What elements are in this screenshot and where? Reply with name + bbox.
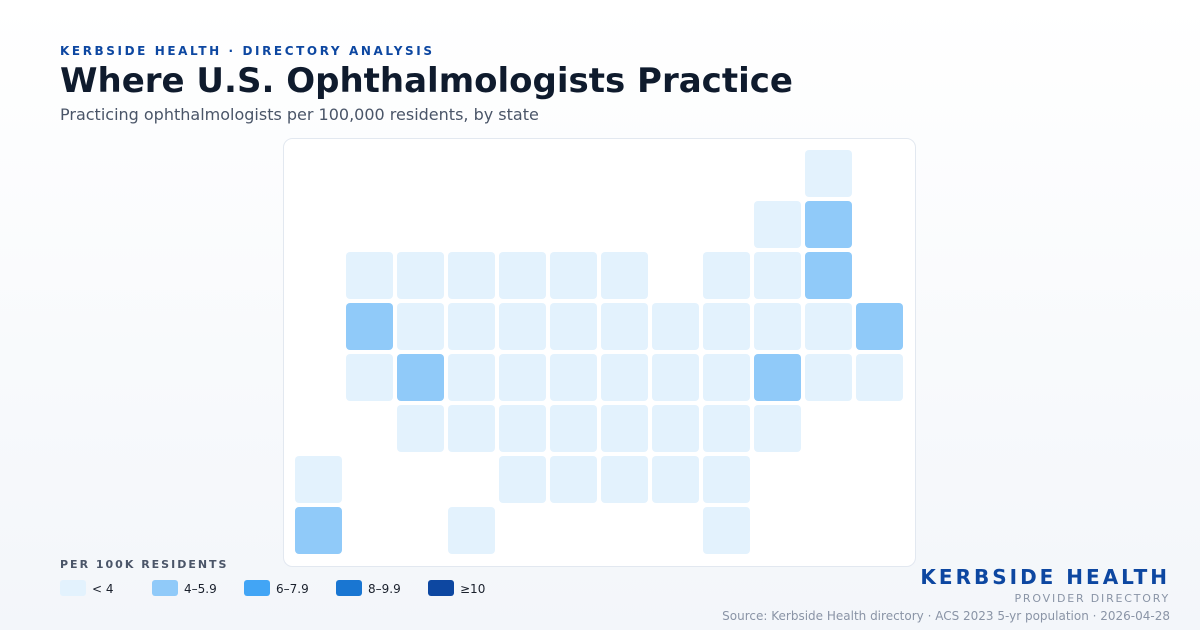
state-tile [397,303,444,350]
legend-swatch [152,580,178,596]
state-tile [397,252,444,299]
state-tile [703,354,750,401]
state-tile [703,303,750,350]
state-tile [601,456,648,503]
tagline: PROVIDER DIRECTORY [1015,592,1171,605]
state-tile [703,507,750,554]
state-tile [754,303,801,350]
state-tile [856,354,903,401]
state-tile [805,252,852,299]
state-tile [448,303,495,350]
legend-label: ≥10 [460,582,485,596]
legend-label: 4–5.9 [184,582,217,596]
state-tile [295,507,342,554]
state-tile [550,405,597,452]
state-tile [550,303,597,350]
state-tile [499,252,546,299]
state-tile [754,405,801,452]
legend-swatch [244,580,270,596]
state-tile [856,303,903,350]
state-tile [397,405,444,452]
state-tile [652,405,699,452]
state-tile [448,252,495,299]
legend-title: PER 100K RESIDENTS [60,558,228,571]
state-tile [805,201,852,248]
kicker: KERBSIDE HEALTH · DIRECTORY ANALYSIS [60,44,435,58]
state-tile [397,354,444,401]
brand: KERBSIDE HEALTH [920,565,1170,589]
state-tile [601,405,648,452]
state-tile [754,201,801,248]
legend-label: < 4 [92,582,114,596]
state-tile [703,252,750,299]
state-tile [448,507,495,554]
legend-swatch [428,580,454,596]
state-tile [703,405,750,452]
state-tile [652,303,699,350]
state-tile [601,354,648,401]
state-tile [754,252,801,299]
subtitle: Practicing ophthalmologists per 100,000 … [60,105,539,124]
state-tile [805,150,852,197]
state-tile [550,252,597,299]
state-tile [805,354,852,401]
legend: < 4 4–5.9 6–7.9 8–9.9 ≥10 [60,580,485,596]
state-tile [346,354,393,401]
state-tile [550,354,597,401]
state-tile [601,252,648,299]
state-tile [652,354,699,401]
source: Source: Kerbside Health directory · ACS … [722,609,1170,623]
legend-label: 8–9.9 [368,582,401,596]
state-tile [703,456,750,503]
state-tile [499,303,546,350]
state-tile [346,303,393,350]
state-tile [805,303,852,350]
state-tile [448,405,495,452]
tiles [295,150,903,554]
state-tile [448,354,495,401]
title: Where U.S. Ophthalmologists Practice [60,61,793,101]
state-tile [550,456,597,503]
state-tile [499,354,546,401]
state-tile [601,303,648,350]
state-tile [295,456,342,503]
state-tile [499,405,546,452]
state-tile [754,354,801,401]
legend-swatch [336,580,362,596]
legend-swatch [60,580,86,596]
state-tile [346,252,393,299]
state-tile [499,456,546,503]
legend-label: 6–7.9 [276,582,309,596]
state-tile [652,456,699,503]
